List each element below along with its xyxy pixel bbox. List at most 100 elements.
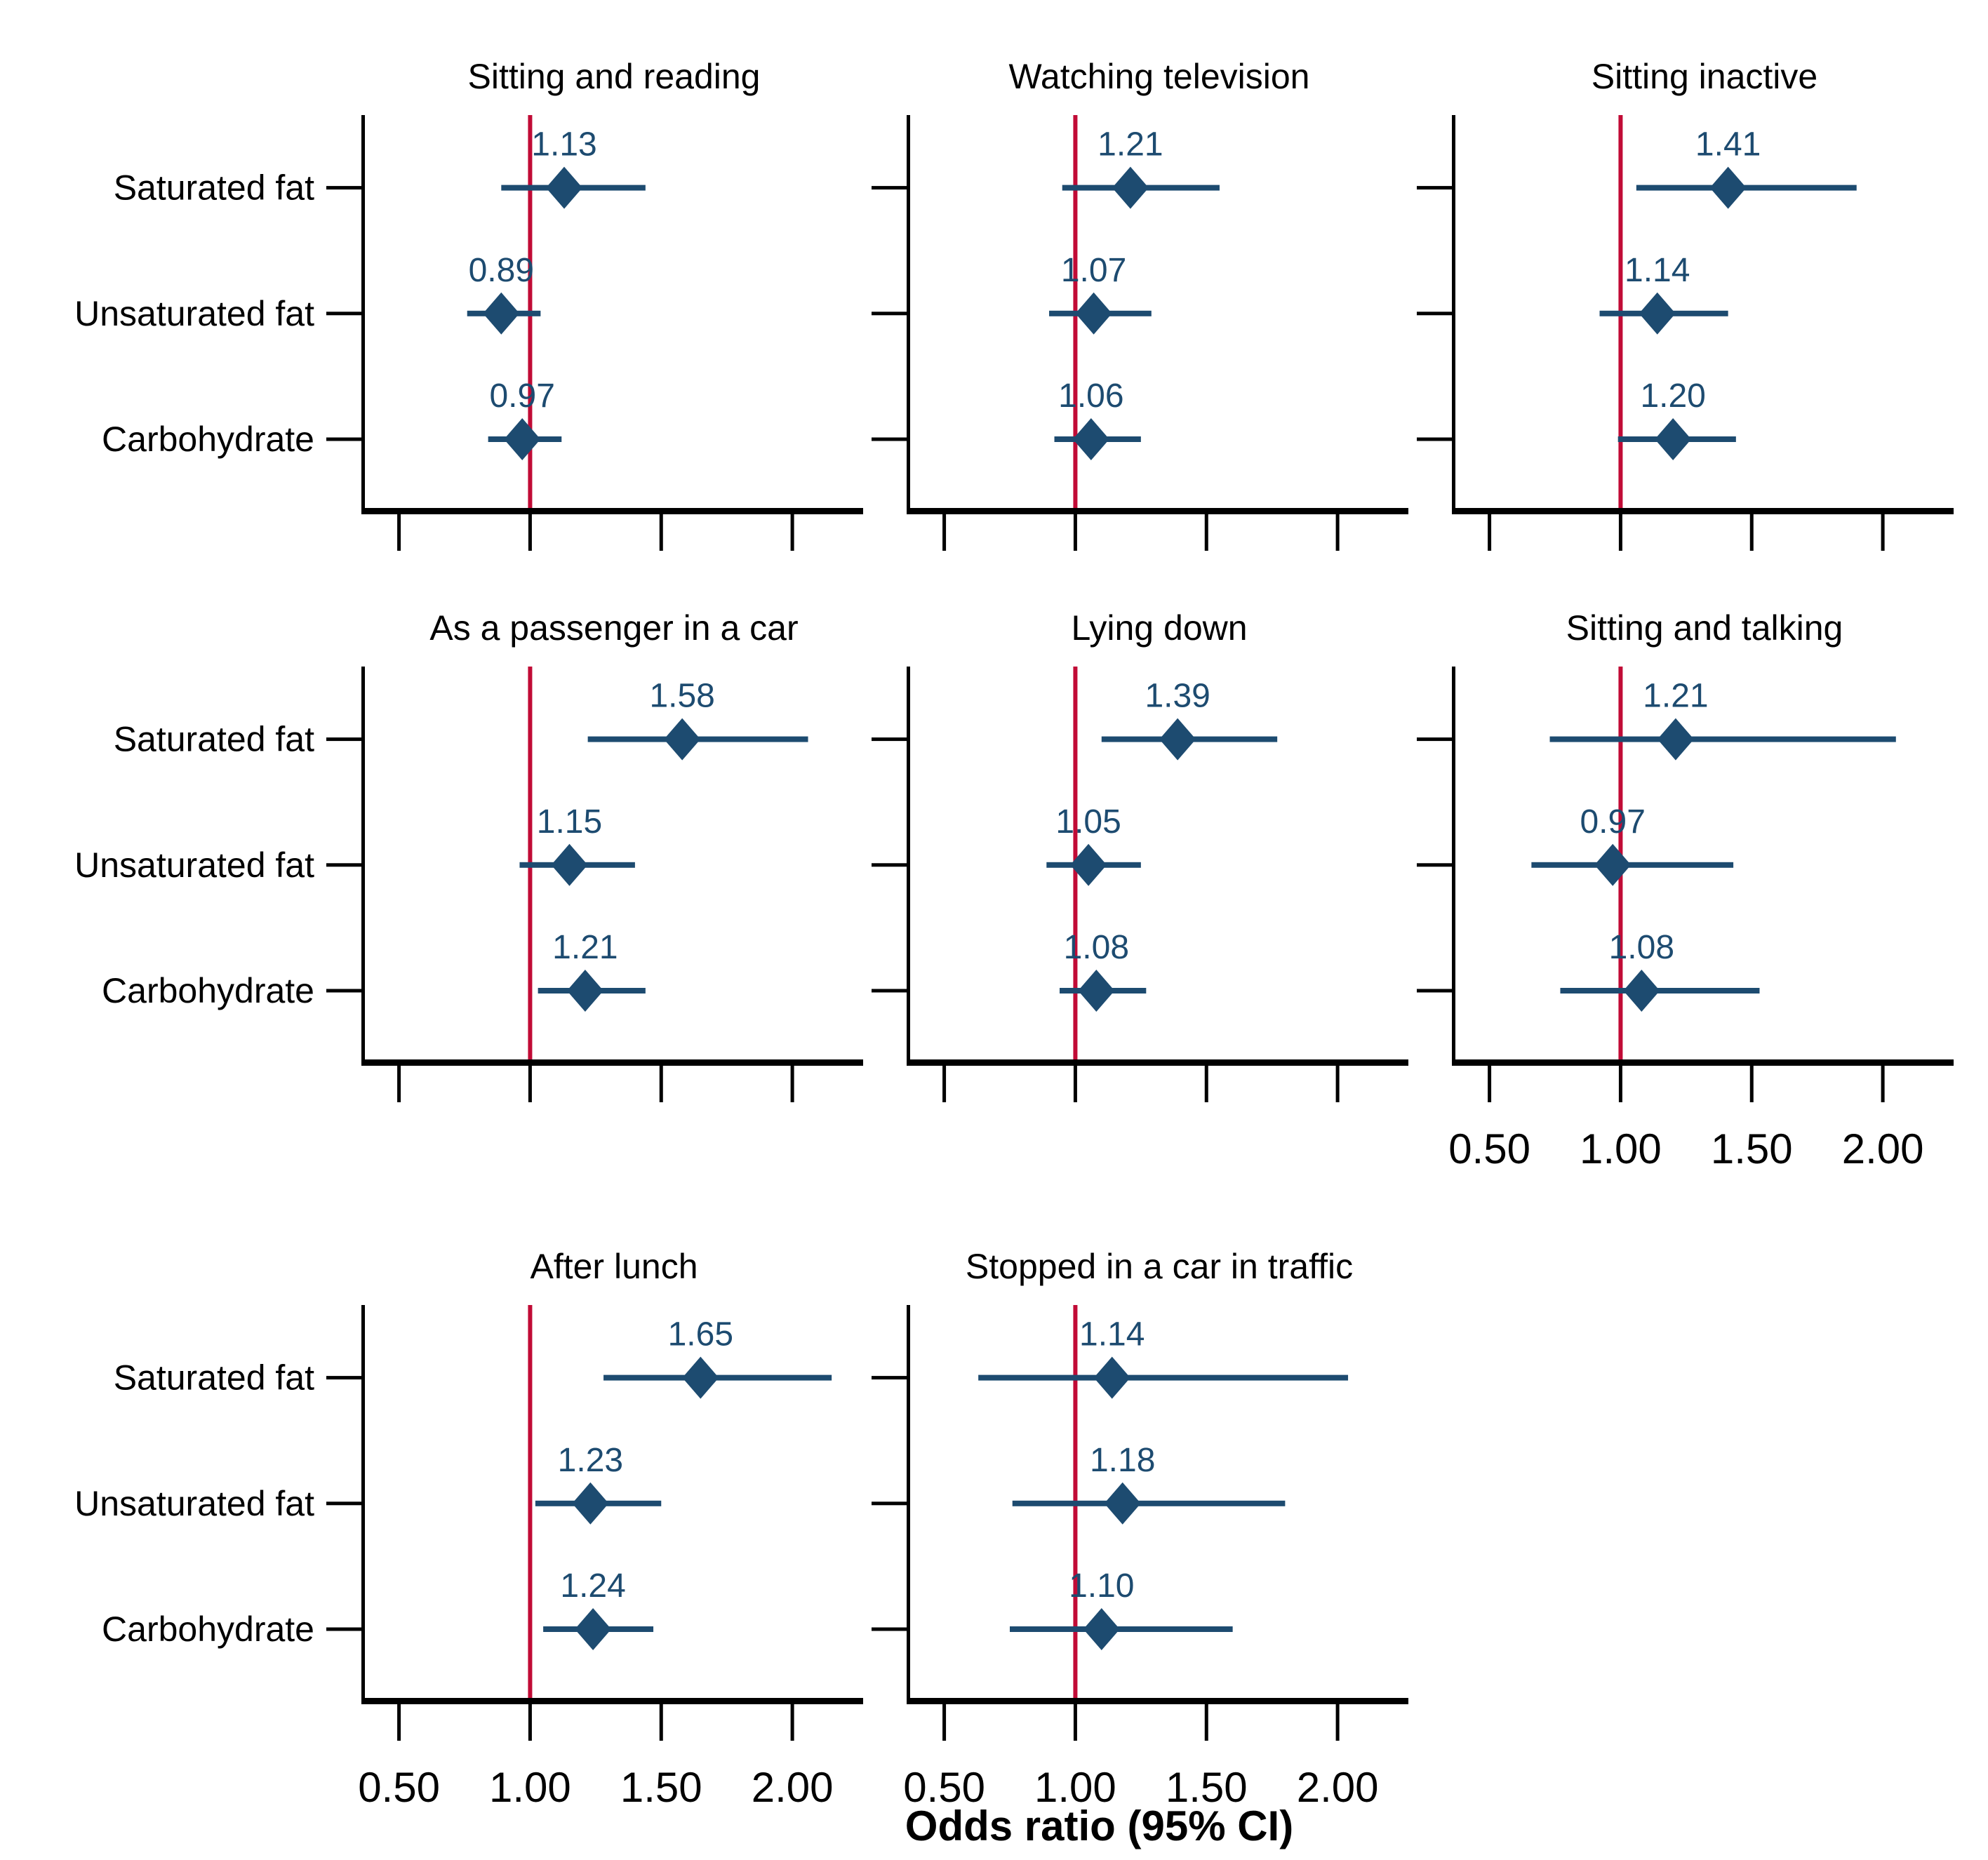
x-axis-title: Odds ratio (95% CI) — [905, 1802, 1294, 1849]
x-tick — [659, 514, 663, 551]
y-tick — [872, 737, 907, 742]
odds-ratio-marker — [551, 843, 588, 886]
y-tick — [1417, 312, 1452, 316]
x-tick — [659, 1704, 663, 1741]
or-value-label: 0.97 — [489, 377, 554, 415]
category-label: Unsaturated fat — [74, 845, 314, 885]
x-tick — [397, 1704, 401, 1741]
y-tick — [872, 437, 907, 441]
x-tick — [1488, 1066, 1492, 1102]
y-tick — [872, 1627, 907, 1631]
y-tick — [1417, 989, 1452, 993]
y-tick — [326, 989, 361, 993]
x-tick — [942, 1066, 947, 1102]
or-value-label: 1.14 — [1625, 252, 1690, 289]
y-tick — [872, 1376, 907, 1380]
or-value-label: 1.23 — [558, 1442, 623, 1479]
x-tick — [1749, 514, 1754, 551]
or-value-label: 1.15 — [537, 803, 602, 841]
x-tick — [1881, 1066, 1885, 1102]
y-axis-line — [361, 115, 365, 514]
x-tick — [1881, 514, 1885, 551]
x-tick — [397, 514, 401, 551]
y-tick — [1417, 437, 1452, 441]
ci-line — [978, 1374, 1349, 1381]
y-tick — [326, 863, 361, 867]
category-label: Carbohydrate — [102, 420, 314, 459]
y-tick — [326, 186, 361, 190]
y-tick — [1417, 186, 1452, 190]
panel-title: Stopped in a car in traffic — [966, 1247, 1353, 1286]
ci-line — [1560, 988, 1760, 993]
category-label: Carbohydrate — [102, 1610, 314, 1649]
or-value-label: 1.08 — [1609, 929, 1674, 966]
y-tick — [872, 312, 907, 316]
y-tick — [872, 989, 907, 993]
or-value-label: 1.13 — [531, 126, 596, 163]
y-axis-line — [907, 1305, 910, 1704]
x-axis-line — [361, 508, 863, 514]
y-axis-line — [1452, 667, 1455, 1066]
ci-line — [1531, 862, 1734, 868]
y-axis-line — [907, 115, 910, 514]
panel-title: Sitting and reading — [468, 57, 761, 96]
odds-ratio-marker — [664, 718, 701, 761]
or-value-label: 1.65 — [668, 1316, 733, 1353]
reference-line — [528, 1305, 533, 1698]
or-value-label: 1.05 — [1055, 803, 1121, 841]
x-tick — [1335, 1704, 1340, 1741]
odds-ratio-marker — [504, 418, 541, 460]
x-tick — [659, 1066, 663, 1102]
odds-ratio-marker — [1709, 166, 1747, 209]
or-value-label: 1.18 — [1090, 1442, 1155, 1479]
or-value-label: 1.58 — [649, 678, 714, 715]
x-tick — [790, 514, 794, 551]
x-tick — [1204, 1704, 1208, 1741]
x-axis-line — [907, 508, 1408, 514]
odds-ratio-marker — [575, 1608, 612, 1650]
x-tick — [942, 1704, 947, 1741]
panel-watching-television: Watching television 1.21 1.07 1.06 — [872, 57, 1408, 551]
x-tick — [1073, 1066, 1077, 1102]
x-tick — [1073, 514, 1077, 551]
x-tick — [790, 1066, 794, 1102]
ci-line — [1012, 1500, 1286, 1506]
y-tick — [326, 1627, 361, 1631]
x-tick-label: 2.00 — [1842, 1125, 1924, 1172]
x-tick — [397, 1066, 401, 1102]
category-label: Saturated fat — [114, 168, 314, 208]
x-tick — [790, 1704, 794, 1741]
x-axis-line — [907, 1059, 1408, 1066]
or-value-label: 1.08 — [1064, 929, 1129, 966]
or-value-label: 0.97 — [1580, 803, 1645, 841]
or-value-label: 1.21 — [1643, 678, 1708, 715]
ci-line — [1010, 1626, 1233, 1632]
x-tick-label: 1.00 — [489, 1764, 571, 1811]
odds-ratio-marker — [1078, 970, 1115, 1012]
odds-ratio-marker — [1072, 418, 1109, 460]
x-tick — [528, 514, 532, 551]
y-tick — [326, 1501, 361, 1506]
or-value-label: 1.07 — [1061, 252, 1126, 289]
or-value-label: 1.24 — [560, 1567, 625, 1605]
category-label: Unsaturated fat — [74, 294, 314, 333]
x-tick-label: 2.00 — [752, 1764, 834, 1811]
x-tick — [1618, 1066, 1622, 1102]
x-tick — [942, 514, 947, 551]
x-tick — [1618, 514, 1622, 551]
or-value-label: 1.14 — [1079, 1316, 1145, 1353]
y-axis-line — [1452, 115, 1455, 514]
y-tick — [1417, 863, 1452, 867]
odds-ratio-marker — [1159, 718, 1196, 761]
or-value-label: 1.06 — [1058, 377, 1123, 415]
x-tick-label: 1.50 — [620, 1764, 702, 1811]
odds-ratio-marker — [546, 166, 582, 209]
x-tick-label: 0.50 — [903, 1764, 985, 1811]
y-axis-line — [361, 667, 365, 1066]
x-tick — [528, 1066, 532, 1102]
panel-row-3: After lunch 0.50 1.00 1.50 2.00 Saturated fat… — [41, 1200, 1988, 1835]
odds-ratio-marker — [1655, 418, 1692, 460]
or-value-label: 1.41 — [1695, 126, 1761, 163]
odds-ratio-marker — [1594, 843, 1632, 886]
